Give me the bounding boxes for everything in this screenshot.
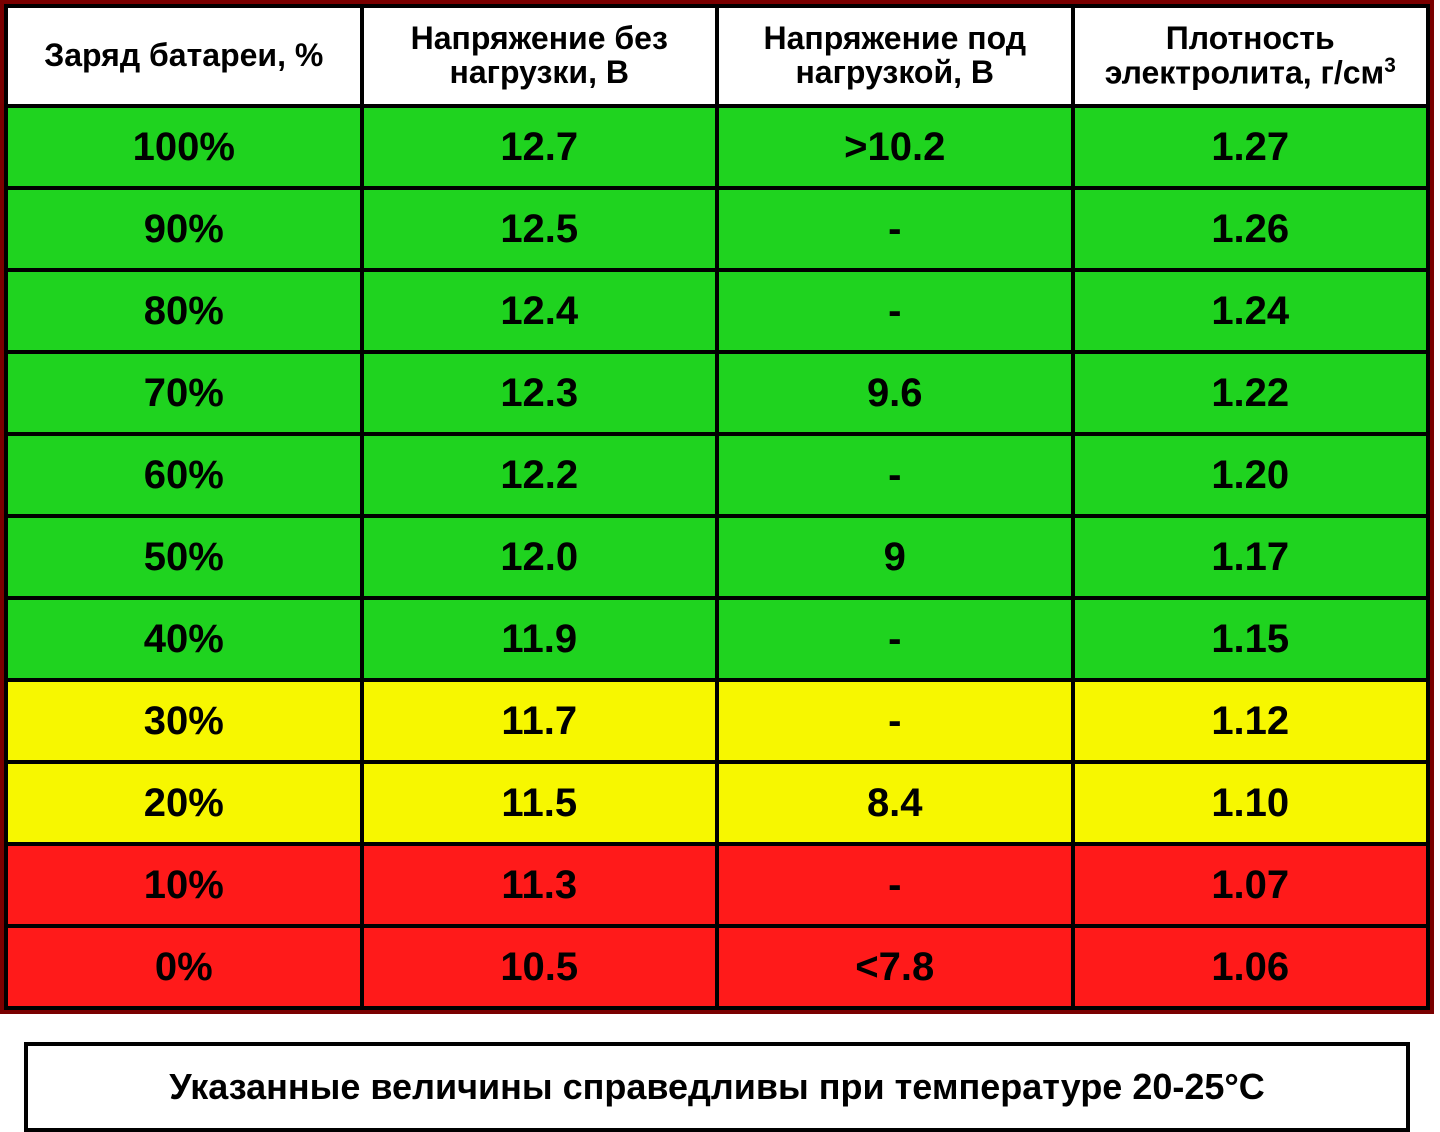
table-row: 20%11.58.41.10 [6,762,1428,844]
table-cell: 1.06 [1073,926,1429,1008]
footer-note: Указанные величины справедливы при темпе… [24,1042,1410,1132]
table-body: 100%12.7>10.21.2790%12.5-1.2680%12.4-1.2… [6,106,1428,1008]
table-cell: <7.8 [717,926,1073,1008]
battery-charge-table: Заряд батареи, %Напряжение безнагрузки, … [4,4,1430,1010]
battery-table-wrap: Заряд батареи, %Напряжение безнагрузки, … [0,0,1434,1014]
table-cell: 12.0 [362,516,718,598]
table-cell: 50% [6,516,362,598]
table-cell: 1.20 [1073,434,1429,516]
table-cell: 1.12 [1073,680,1429,762]
table-cell: 11.5 [362,762,718,844]
table-cell: >10.2 [717,106,1073,188]
table-cell: 1.22 [1073,352,1429,434]
table-row: 50%12.091.17 [6,516,1428,598]
table-cell: 9.6 [717,352,1073,434]
table-row: 100%12.7>10.21.27 [6,106,1428,188]
table-row: 80%12.4-1.24 [6,270,1428,352]
table-cell: 12.3 [362,352,718,434]
table-cell: 60% [6,434,362,516]
table-cell: 90% [6,188,362,270]
column-header-0: Заряд батареи, % [6,6,362,106]
table-cell: - [717,598,1073,680]
table-cell: - [717,270,1073,352]
table-cell: 1.07 [1073,844,1429,926]
table-cell: - [717,680,1073,762]
table-cell: - [717,434,1073,516]
table-cell: 12.5 [362,188,718,270]
table-cell: 1.17 [1073,516,1429,598]
table-cell: - [717,188,1073,270]
table-row: 10%11.3-1.07 [6,844,1428,926]
table-row: 30%11.7-1.12 [6,680,1428,762]
table-cell: 11.3 [362,844,718,926]
content-area: Заряд батареи, %Напряжение безнагрузки, … [0,0,1440,1128]
table-row: 40%11.9-1.15 [6,598,1428,680]
table-cell: - [717,844,1073,926]
table-cell: 1.15 [1073,598,1429,680]
table-cell: 1.27 [1073,106,1429,188]
table-cell: 1.24 [1073,270,1429,352]
table-cell: 0% [6,926,362,1008]
table-row: 90%12.5-1.26 [6,188,1428,270]
table-cell: 10.5 [362,926,718,1008]
table-cell: 10% [6,844,362,926]
table-row: 60%12.2-1.20 [6,434,1428,516]
table-cell: 8.4 [717,762,1073,844]
table-cell: 1.26 [1073,188,1429,270]
table-cell: 80% [6,270,362,352]
column-header-3: Плотностьэлектролита, г/см3 [1073,6,1429,106]
column-header-2: Напряжение поднагрузкой, В [717,6,1073,106]
table-cell: 12.2 [362,434,718,516]
table-cell: 11.9 [362,598,718,680]
table-cell: 40% [6,598,362,680]
table-cell: 30% [6,680,362,762]
table-cell: 70% [6,352,362,434]
table-cell: 1.10 [1073,762,1429,844]
column-header-1: Напряжение безнагрузки, В [362,6,718,106]
table-cell: 12.7 [362,106,718,188]
page: Заряд батареи, %Напряжение безнагрузки, … [0,0,1440,1128]
table-cell: 100% [6,106,362,188]
table-header-row: Заряд батареи, %Напряжение безнагрузки, … [6,6,1428,106]
table-row: 70%12.39.61.22 [6,352,1428,434]
table-cell: 12.4 [362,270,718,352]
table-cell: 20% [6,762,362,844]
table-cell: 9 [717,516,1073,598]
table-row: 0%10.5<7.81.06 [6,926,1428,1008]
table-cell: 11.7 [362,680,718,762]
